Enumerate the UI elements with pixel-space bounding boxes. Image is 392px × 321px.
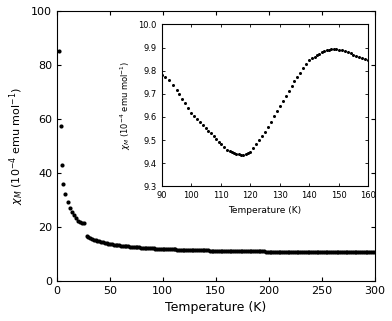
X-axis label: Temperature (K): Temperature (K) [165, 301, 267, 314]
Y-axis label: $\chi_{M}$ (10$^{-4}$ emu mol$^{-1}$): $\chi_{M}$ (10$^{-4}$ emu mol$^{-1}$) [7, 87, 25, 205]
